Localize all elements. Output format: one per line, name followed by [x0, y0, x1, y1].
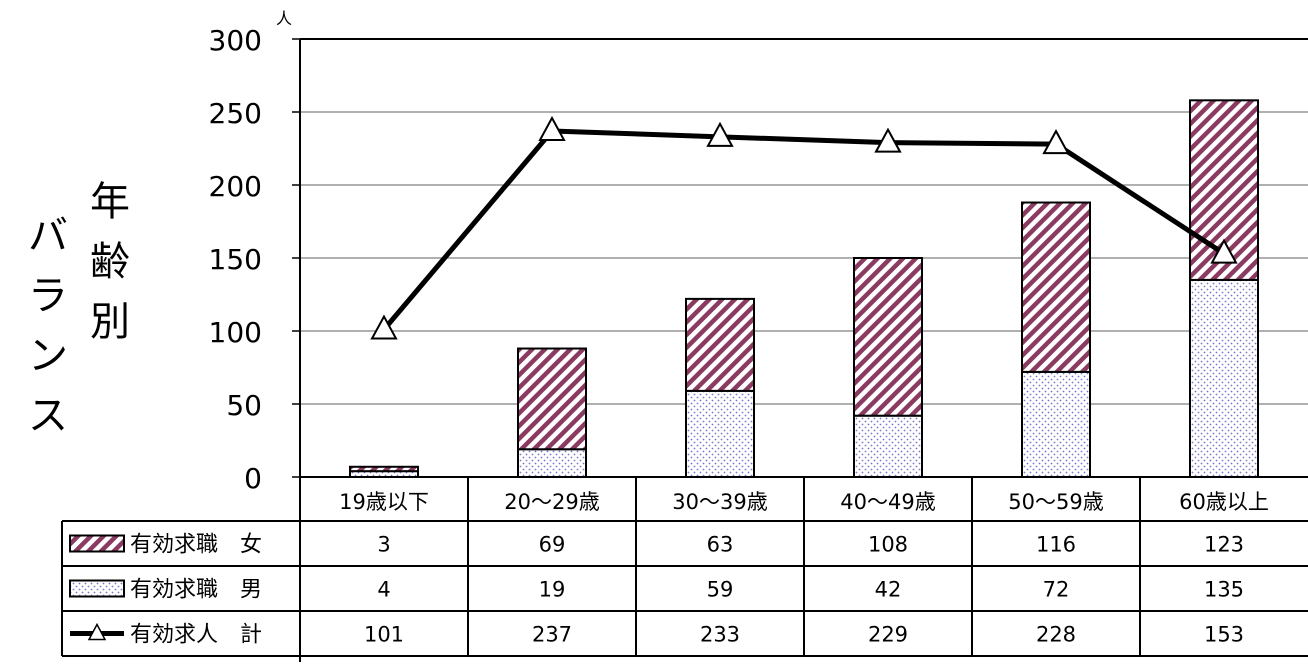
bar-female: [349, 465, 419, 473]
marker-total: [370, 314, 398, 340]
x-tick-label: 50～59歳: [1008, 490, 1103, 514]
bar-female: [685, 297, 755, 392]
bar-male: [1189, 278, 1259, 478]
data-label: 3: [377, 533, 390, 557]
data-label: 116: [1036, 533, 1076, 557]
bar-male: [685, 389, 755, 478]
title-char: ス: [28, 393, 68, 439]
y-tick-label: 50: [226, 389, 262, 422]
chart-subtitle: バランス: [24, 206, 72, 446]
data-label: 123: [1204, 533, 1244, 557]
marker-total: [706, 121, 734, 147]
data-label: 229: [868, 623, 908, 647]
data-label: 101: [364, 623, 404, 647]
data-label: 63: [707, 533, 734, 557]
y-unit-label: 人: [276, 9, 292, 28]
data-label: 135: [1204, 578, 1244, 602]
x-tick-label: 30～39歳: [672, 490, 767, 514]
marker-total: [874, 127, 902, 153]
x-tick-label: 40～49歳: [840, 490, 935, 514]
chart-title: 年齢別: [86, 172, 134, 352]
legend-label: 有効求職 男: [130, 578, 262, 603]
legend-label: 有効求人 計: [130, 623, 262, 648]
legend-key-female: [69, 534, 125, 553]
data-label: 69: [539, 533, 566, 557]
bar-female: [1021, 201, 1091, 373]
legend-label: 有効求職 女: [130, 533, 262, 558]
x-tick-label: 60歳以上: [1179, 490, 1269, 514]
title-char: 齢: [90, 239, 130, 285]
y-tick-label: 0: [244, 462, 262, 495]
bar-male: [853, 414, 923, 478]
marker-total: [1042, 129, 1070, 155]
title-char: ン: [28, 333, 68, 379]
legend-key-male: [69, 579, 125, 598]
y-tick-label: 100: [209, 316, 262, 349]
bar-female: [517, 347, 587, 451]
data-label: 233: [700, 623, 740, 647]
data-label: 237: [532, 623, 572, 647]
y-tick-label: 300: [209, 24, 262, 57]
data-label: 153: [1204, 623, 1244, 647]
title-char: 別: [90, 299, 130, 345]
data-label: 108: [868, 533, 908, 557]
data-label: 72: [1043, 578, 1070, 602]
bar-female: [853, 257, 923, 417]
y-tick-label: 200: [209, 170, 262, 203]
y-tick-label: 150: [209, 243, 262, 276]
line-total: [382, 128, 1226, 332]
data-label: 4: [377, 578, 390, 602]
data-label: 228: [1036, 623, 1076, 647]
bar-male: [517, 448, 587, 479]
data-label: 42: [875, 578, 902, 602]
title-char: 年: [90, 179, 130, 225]
marker-total: [538, 115, 566, 141]
marker-total: [1210, 238, 1238, 264]
x-tick-label: 20～29歳: [504, 490, 599, 514]
x-tick-label: 19歳以下: [339, 490, 429, 514]
data-label: 19: [539, 578, 566, 602]
title-char: バ: [28, 213, 68, 259]
title-char: ラ: [28, 273, 68, 319]
data-label: 59: [707, 578, 734, 602]
bar-male: [1021, 370, 1091, 479]
y-tick-label: 250: [209, 97, 262, 130]
legend-key-total-marker: [87, 622, 107, 641]
